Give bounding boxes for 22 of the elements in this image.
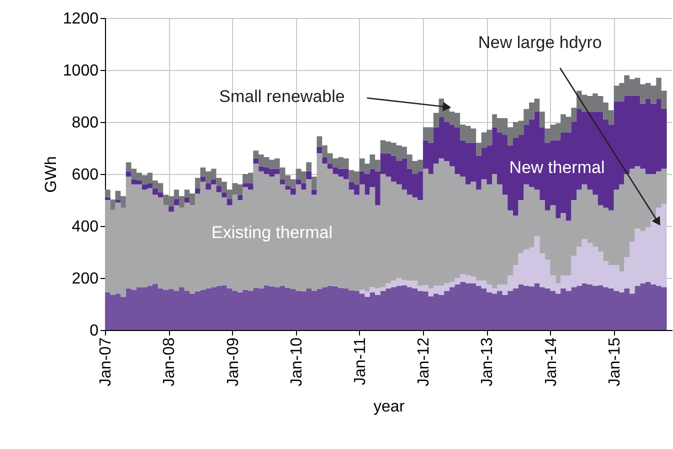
x-tick-label: Jan-09	[224, 337, 242, 386]
y-axis-title: GWh	[42, 156, 60, 193]
x-tick-label: Jan-14	[542, 337, 560, 386]
x-tick-label: Jan-10	[288, 337, 306, 386]
legend-label: Small renewable	[219, 87, 345, 106]
x-tick-label: Jan-12	[415, 337, 432, 386]
y-tick-label: 600	[72, 166, 99, 184]
x-tick-label: Jan-08	[161, 337, 178, 386]
x-axis-title: year	[373, 398, 406, 416]
text: New large hdyro	[478, 33, 602, 52]
series-label: New thermal	[509, 158, 605, 177]
y-tick-label: 400	[72, 218, 99, 236]
y-tick-label: 1000	[62, 62, 99, 80]
x-tick-label: Jan-15	[606, 337, 624, 386]
y-tick-label: 0	[90, 322, 99, 340]
y-tick-label: 1200	[62, 10, 99, 28]
y-tick-label: 800	[72, 114, 99, 132]
y-tick-label: 200	[72, 270, 99, 288]
x-tick-label: Jan-13	[479, 337, 496, 386]
x-tick-label: Jan-07	[98, 337, 114, 386]
series-label: Existing thermal	[212, 223, 332, 242]
x-tick-label: Jan-11	[352, 337, 369, 386]
